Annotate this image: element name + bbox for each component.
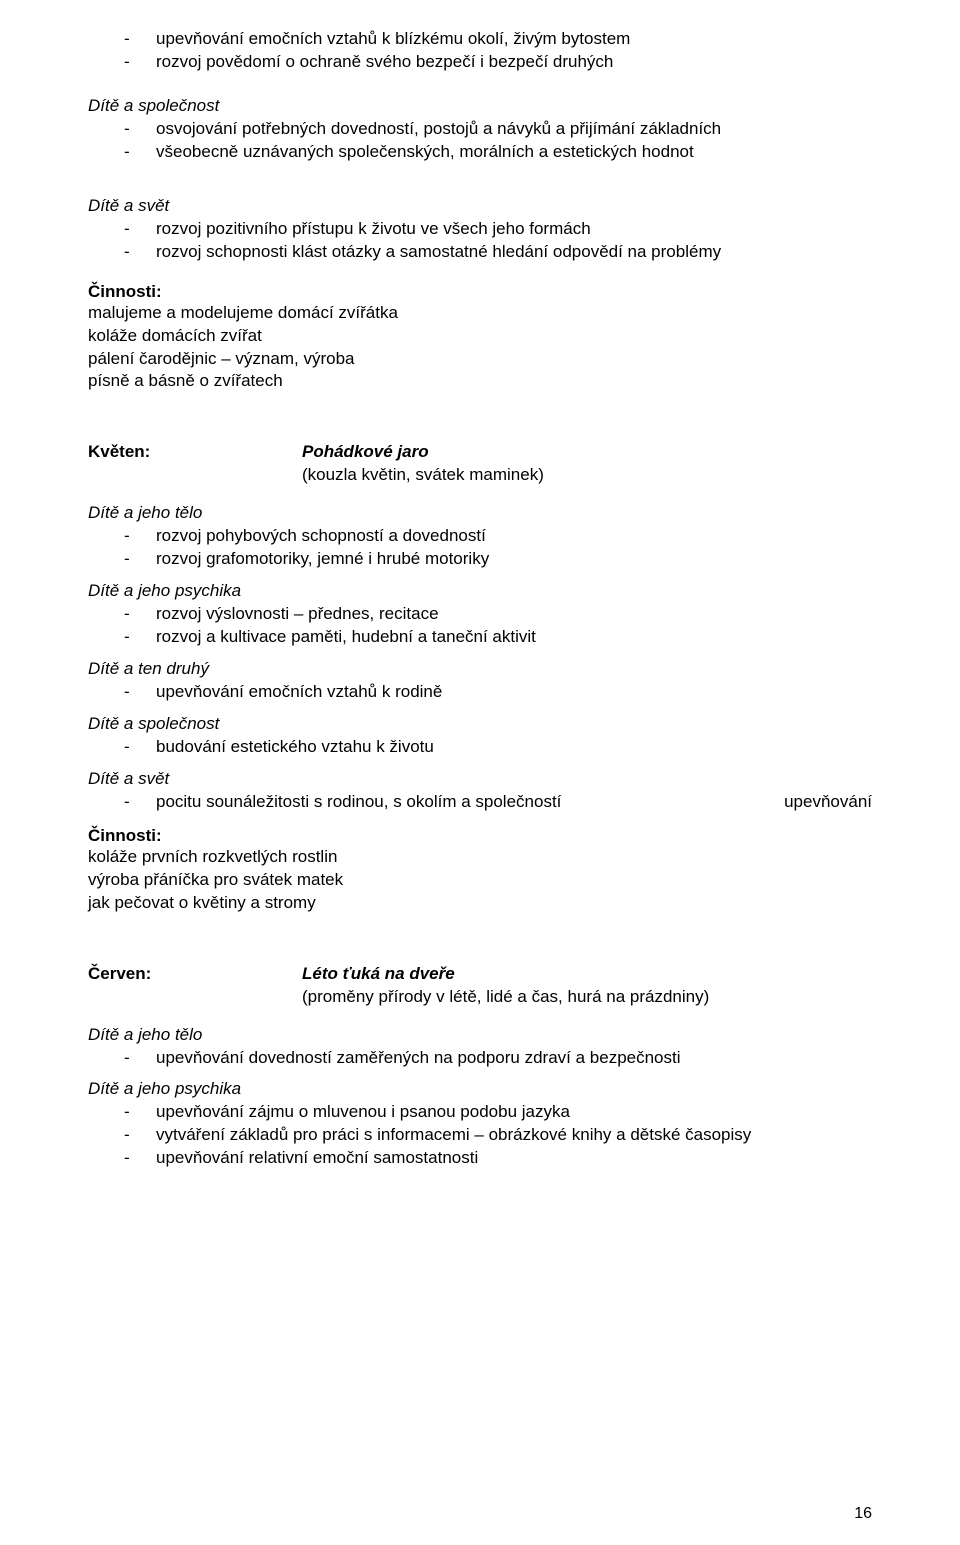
list-item: upevňování relativní emoční samostatnost… [124,1147,872,1170]
month-subtitle: (kouzla květin, svátek maminek) [302,464,872,487]
month-title: Léto ťuká na dveře [302,963,455,986]
split-sub-text: pocitu sounáležitosti s rodinou, s okolí… [88,791,872,814]
bullet-list: upevňování zájmu o mluvenou i psanou pod… [88,1101,872,1170]
bullet-list: rozvoj pohybových schopností a dovednost… [88,525,872,571]
page-number: 16 [854,1505,872,1523]
list-item: rozvoj výslovnosti – přednes, recitace [124,603,872,626]
bullet-list: upevňování dovedností zaměřených na podp… [88,1047,872,1070]
month-subtitle: (proměny přírody v létě, lidé a čas, hur… [302,986,872,1009]
month-label: Červen: [88,963,302,986]
section-heading: Dítě a jeho psychika [88,1079,872,1099]
list-item: rozvoj schopnosti klást otázky a samosta… [124,241,872,264]
section-heading: Dítě a svět [88,769,872,789]
bullet-list: budování estetického vztahu k životu [88,736,872,759]
list-item: všeobecně uznávaných společenských, morá… [124,141,872,164]
split-trail-text: upevňování [784,791,872,814]
list-item: osvojování potřebných dovedností, postoj… [124,118,872,141]
document-page: upevňování emočních vztahů k blízkému ok… [0,0,960,1545]
list-item: rozvoj a kultivace paměti, hudební a tan… [124,626,872,649]
list-item: upevňování emočních vztahů k rodině [124,681,872,704]
activity-line: malujeme a modelujeme domácí zvířátka [88,302,872,325]
bullet-list: rozvoj pozitivního přístupu k životu ve … [88,218,872,264]
bullet-list: osvojování potřebných dovedností, postoj… [88,118,872,164]
bullet-list: upevňování emočních vztahů k rodině [88,681,872,704]
section-heading: Dítě a společnost [88,714,872,734]
section-heading: Dítě a jeho tělo [88,503,872,523]
activities-label: Činnosti: [88,826,872,846]
list-item: rozvoj pohybových schopností a dovednost… [124,525,872,548]
month-title: Pohádkové jaro [302,441,429,464]
list-item: rozvoj pozitivního přístupu k životu ve … [124,218,872,241]
section-heading: Dítě a jeho psychika [88,581,872,601]
list-item: budování estetického vztahu k životu [124,736,872,759]
list-item: vytváření základů pro práci s informacem… [124,1124,872,1147]
list-item: rozvoj povědomí o ochraně svého bezpečí … [124,51,872,74]
activity-line: jak pečovat o květiny a stromy [88,892,872,915]
section-heading: Dítě a svět [88,196,872,216]
list-item: upevňování zájmu o mluvenou i psanou pod… [124,1101,872,1124]
dash-icon: - [124,791,130,814]
activity-line: koláže prvních rozkvetlých rostlin [88,846,872,869]
activity-line: písně a básně o zvířatech [88,370,872,393]
bullet-list: rozvoj výslovnosti – přednes, recitace r… [88,603,872,649]
section-heading: Dítě a společnost [88,96,872,116]
activity-line: pálení čarodějnic – význam, výroba [88,348,872,371]
list-item: upevňování dovedností zaměřených na podp… [124,1047,872,1070]
section-heading: Dítě a ten druhý [88,659,872,679]
month-section-cerven: Červen: Léto ťuká na dveře (proměny přír… [88,963,872,1171]
month-section-kveten: Květen: Pohádkové jaro (kouzla květin, s… [88,441,872,914]
activities-label: Činnosti: [88,282,872,302]
activity-line: koláže domácích zvířat [88,325,872,348]
list-item: upevňování emočních vztahů k blízkému ok… [124,28,872,51]
month-label: Květen: [88,441,302,464]
section-heading: Dítě a jeho tělo [88,1025,872,1045]
list-item: rozvoj grafomotoriky, jemné i hrubé moto… [124,548,872,571]
activity-line: výroba přáníčka pro svátek matek [88,869,872,892]
bullet-list: upevňování emočních vztahů k blízkému ok… [88,28,872,74]
